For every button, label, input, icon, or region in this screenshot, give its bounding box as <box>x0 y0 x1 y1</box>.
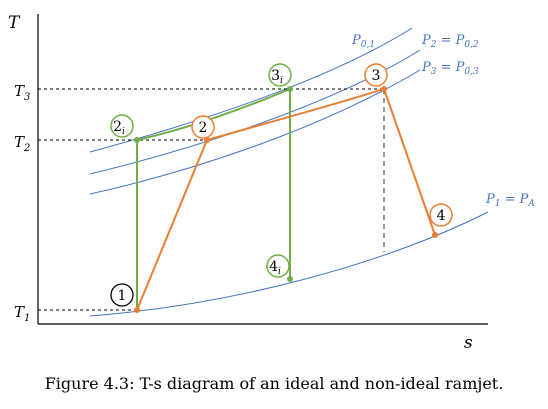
point-2i <box>134 137 140 143</box>
isobar-p2-label: P2 = P0,2 <box>421 33 479 50</box>
t2-label: T2 <box>14 133 30 154</box>
svg-text:2: 2 <box>199 120 208 136</box>
point-1 <box>134 307 140 313</box>
state-4i-badge: 4i <box>266 254 290 278</box>
point-3i <box>287 86 293 92</box>
svg-text:4: 4 <box>437 208 446 224</box>
t1-label: T1 <box>14 303 30 324</box>
svg-text:3: 3 <box>372 68 381 84</box>
isobar-p3-label: P3 = P0,3 <box>421 60 479 77</box>
point-4 <box>432 232 438 238</box>
figure-caption: Figure 4.3: T-s diagram of an ideal and … <box>44 374 504 393</box>
ts-diagram: T s P0,1 P2 = P0,2 P3 = P0,3 P1 = PA T3 … <box>8 13 535 353</box>
t-axis-label: T <box>8 13 21 33</box>
isobar-p01-label: P0,1 <box>351 33 375 50</box>
state-2-badge: 2 <box>191 115 215 139</box>
state-3-badge: 3 <box>364 63 388 87</box>
svg-text:4i: 4i <box>269 259 281 277</box>
s-axis-label: s <box>464 333 473 353</box>
real-heat-addition-line <box>206 88 385 141</box>
point-4i <box>287 276 293 282</box>
isobar-p1-label: P1 = PA <box>485 192 535 209</box>
svg-text:3i: 3i <box>271 68 283 86</box>
state-1-badge: 1 <box>110 283 134 307</box>
isobar-p1-curve <box>89 211 489 317</box>
real-expansion-line <box>383 88 436 236</box>
svg-text:2i: 2i <box>113 119 125 137</box>
t3-label: T3 <box>14 82 30 103</box>
svg-text:1: 1 <box>118 288 127 304</box>
real-compression-line <box>136 139 208 311</box>
state-3i-badge: 3i <box>268 63 292 87</box>
point-2 <box>204 137 210 143</box>
point-3 <box>381 86 387 92</box>
state-2i-badge: 2i <box>110 114 134 138</box>
ideal-heat-addition-line <box>136 88 291 141</box>
state-4-badge: 4 <box>429 203 453 227</box>
